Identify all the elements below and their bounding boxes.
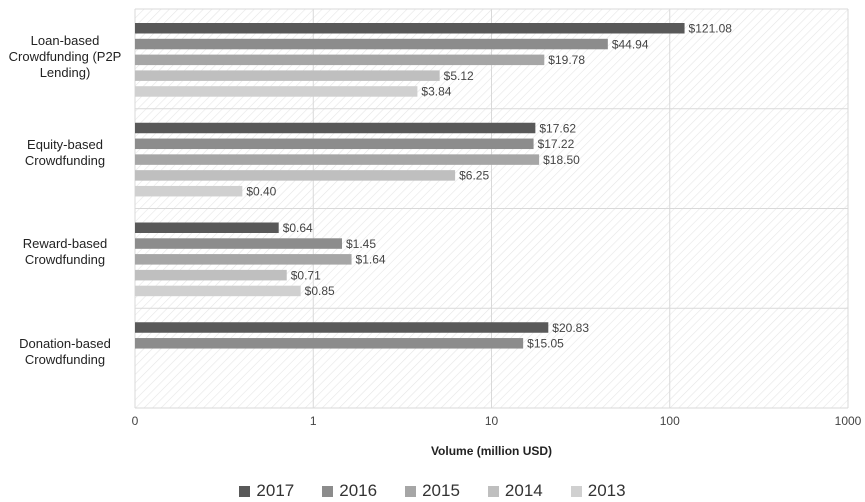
data-label: $1.45	[346, 237, 376, 251]
bar-2016	[135, 238, 343, 249]
bar-2015	[135, 154, 540, 165]
data-label: $15.05	[527, 337, 564, 351]
bar-2015	[135, 254, 352, 265]
x-tick-label: 10	[485, 414, 499, 428]
x-tick-label: 100	[660, 414, 680, 428]
bar-2014	[135, 170, 456, 181]
bar-2013	[135, 285, 301, 297]
data-label: $121.08	[689, 22, 733, 36]
bar-2013	[135, 86, 418, 97]
legend-swatch	[570, 485, 582, 497]
data-label: $1.64	[356, 253, 386, 267]
data-label: $20.83	[552, 321, 589, 335]
data-label: $18.50	[543, 153, 580, 167]
x-tick-label: 0	[132, 414, 139, 428]
legend-item: 2014	[487, 481, 543, 501]
bar-2017	[135, 322, 549, 333]
bar-2014	[135, 269, 287, 281]
bar-2017	[135, 222, 279, 233]
data-label: $44.94	[612, 37, 649, 51]
legend-swatch	[322, 485, 334, 497]
bar-2017	[135, 122, 536, 134]
x-axis-title: Volume (million USD)	[430, 444, 553, 458]
category-label: Loan-based Crowdfunding (P2P Lending)	[8, 32, 122, 80]
bar-2013	[135, 185, 243, 197]
bar-2017	[135, 23, 685, 34]
category-label: Reward-based Crowdfunding	[22, 236, 108, 268]
legend-label: 2015	[422, 481, 460, 500]
category-label: Donation-based Crowdfunding	[19, 336, 111, 368]
data-label: $6.25	[459, 169, 489, 183]
legend-label: 2017	[256, 481, 295, 500]
legend-item: 2013	[570, 481, 626, 501]
legend-label: 2013	[587, 481, 626, 500]
legend-label: 2016	[339, 481, 378, 500]
data-label: $0.85	[305, 284, 335, 298]
legend-swatch	[405, 485, 417, 497]
category-label: Equity-based Crowdfunding	[24, 136, 106, 168]
legend-swatch	[239, 485, 251, 497]
data-label: $0.71	[291, 268, 321, 282]
bar-2016	[135, 338, 524, 349]
legend-item: 2015	[405, 481, 460, 501]
legend-label: 2014	[504, 481, 543, 500]
data-label: $0.64	[283, 221, 313, 235]
data-label: $19.78	[548, 53, 585, 67]
bar-2014	[135, 70, 440, 81]
data-label: $0.40	[246, 184, 276, 198]
legend: 2017 2016 2015 2014 2013	[0, 481, 865, 501]
bar-2015	[135, 54, 545, 66]
bar-2016	[135, 138, 534, 150]
bar-2016	[135, 38, 608, 50]
legend-item: 2017	[239, 481, 294, 501]
legend-swatch	[487, 485, 499, 497]
data-label: $5.12	[444, 69, 474, 83]
data-label: $3.84	[421, 85, 451, 99]
x-tick-label: 1000	[835, 414, 862, 428]
legend-item: 2016	[322, 481, 377, 501]
data-label: $17.62	[539, 121, 576, 135]
data-label: $17.22	[538, 137, 575, 151]
x-tick-label: 1	[310, 414, 317, 428]
